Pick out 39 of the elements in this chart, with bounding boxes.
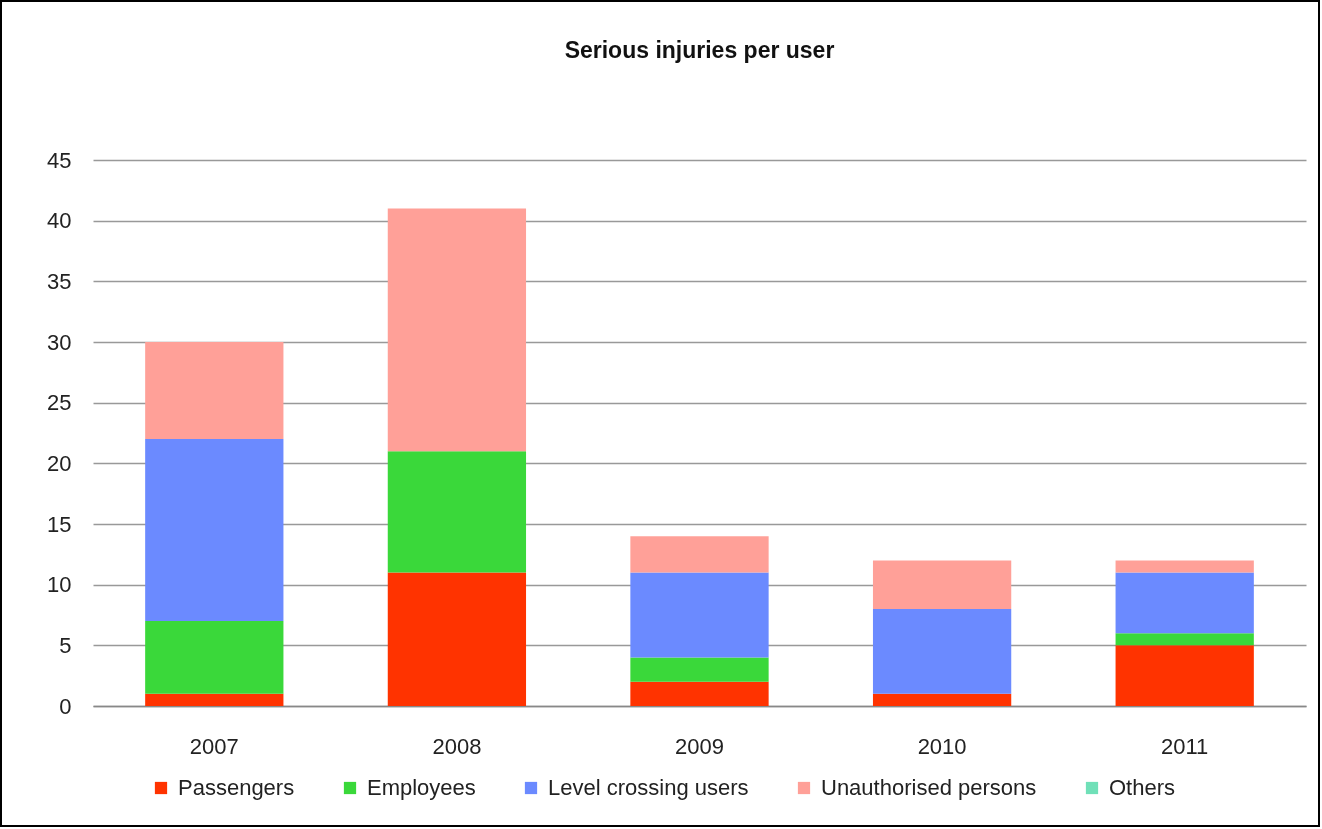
bar (872, 608, 1012, 694)
x-tick-label: 2009 (675, 733, 724, 759)
bar (630, 657, 769, 682)
bar (1115, 633, 1254, 646)
y-tick-label: 0 (59, 693, 72, 719)
legend-label: Employees (367, 775, 476, 800)
legend-label: Others (1109, 775, 1176, 800)
y-tick-label: 45 (47, 147, 72, 173)
bar (145, 342, 284, 440)
y-tick-label: 5 (59, 632, 72, 658)
bar (145, 693, 284, 706)
y-tick-label: 20 (47, 450, 72, 476)
legend-label: Level crossing users (548, 775, 749, 800)
bar (872, 693, 1012, 706)
y-tick-label: 40 (47, 208, 72, 234)
y-tick-label: 10 (47, 572, 72, 598)
bar (145, 621, 284, 694)
y-tick-label: 25 (47, 390, 72, 416)
y-tick-label: 35 (47, 268, 72, 294)
y-tick-label: 15 (47, 511, 72, 537)
bar (1115, 572, 1254, 634)
bar (630, 572, 769, 658)
bar (387, 572, 527, 706)
legend-label: Passengers (178, 775, 295, 800)
chart-title: Serious injuries per user (564, 37, 835, 63)
x-tick-label: 2008 (432, 733, 482, 759)
legend-label: Unauthorised persons (821, 775, 1037, 800)
bar (630, 536, 769, 573)
bar (872, 560, 1012, 609)
x-tick-label: 2010 (917, 733, 967, 759)
y-tick-label: 30 (47, 329, 72, 355)
bar (387, 208, 527, 452)
bar (1115, 645, 1254, 706)
bar (387, 451, 527, 573)
x-tick-label: 2011 (1161, 733, 1209, 759)
bar (630, 681, 769, 706)
bar (1115, 560, 1254, 573)
bar (145, 439, 284, 622)
x-tick-label: 2007 (189, 733, 239, 759)
